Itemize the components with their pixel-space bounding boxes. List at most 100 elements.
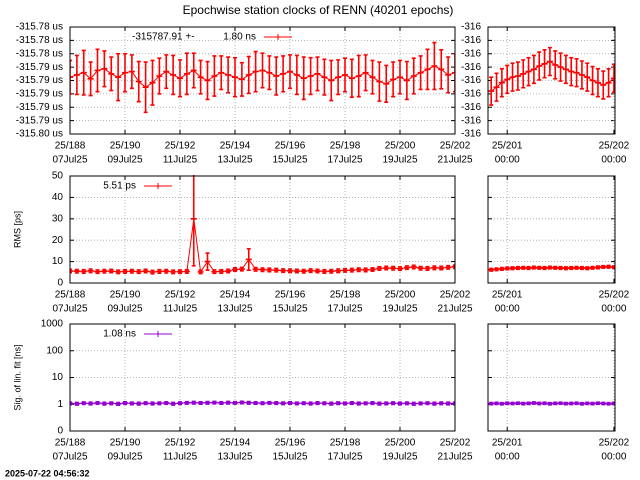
- plot-frame: [69, 26, 456, 135]
- error-bar: [80, 268, 87, 274]
- x-tick-sublabel: 15Jul25: [272, 155, 307, 166]
- error-bar: [273, 56, 280, 96]
- error-bar: [530, 265, 537, 270]
- error-bar: [115, 269, 122, 275]
- y-tick-label: -315.79 us: [16, 102, 63, 113]
- error-bar: [163, 268, 170, 274]
- y-tick-label: 30: [52, 213, 64, 224]
- error-bar: [328, 59, 335, 102]
- error-bar: [183, 400, 190, 405]
- error-bar: [238, 266, 245, 272]
- y-tick-label: -315.78 us: [16, 22, 63, 33]
- y-tick-label: 40: [52, 192, 64, 203]
- error-bar: [163, 400, 170, 406]
- error-bar: [355, 54, 362, 98]
- annotation: -315787.91 +-: [132, 32, 195, 43]
- error-bar: [307, 401, 314, 406]
- error-bar: [600, 70, 607, 100]
- plot-area: [70, 400, 455, 407]
- y-tick-label: 10: [52, 372, 64, 383]
- x-tick-label: 25/196: [275, 438, 306, 449]
- x-tick-label: 25/201: [492, 290, 523, 301]
- error-bar: [410, 401, 417, 406]
- error-bar: [445, 401, 452, 406]
- error-bar: [280, 401, 287, 406]
- error-bar: [101, 50, 108, 88]
- error-bar: [225, 400, 232, 405]
- error-bar: [493, 267, 500, 272]
- error-bar: [557, 401, 564, 406]
- error-bar: [266, 400, 273, 405]
- error-bar: [525, 56, 532, 87]
- error-bar: [115, 52, 122, 102]
- timestamp: 2025-07-22 04:56:32: [5, 468, 90, 478]
- y-tick-label: -315.78 us: [16, 35, 63, 46]
- error-bar: [170, 54, 177, 96]
- error-bar: [594, 265, 601, 270]
- error-bar: [562, 54, 569, 85]
- x-tick-label: 25/202: [440, 438, 471, 449]
- error-bar: [445, 56, 452, 94]
- error-bar: [509, 266, 516, 271]
- error-bar: [431, 265, 438, 271]
- error-bar: [197, 59, 204, 95]
- error-bar: [108, 56, 115, 92]
- x-tick-label: 25/190: [110, 438, 141, 449]
- error-bar: [376, 61, 383, 102]
- error-bar: [280, 55, 287, 93]
- x-tick-label: 25/202: [599, 290, 630, 301]
- error-bar: [424, 48, 431, 91]
- error-bar: [509, 401, 516, 406]
- error-bar: [383, 64, 390, 104]
- error-bar: [94, 400, 101, 406]
- y-axis-label: RMS [ps]: [12, 211, 22, 248]
- error-bar: [348, 267, 355, 273]
- error-bar: [438, 401, 445, 406]
- error-bar: [530, 54, 537, 85]
- error-bar: [142, 401, 149, 406]
- error-bar: [348, 400, 355, 406]
- error-bar: [390, 265, 397, 271]
- error-bar: [600, 264, 607, 270]
- error-bar: [238, 400, 245, 405]
- x-tick-label: 25/194: [220, 290, 251, 301]
- error-bar: [369, 59, 376, 95]
- error-bar: [197, 269, 204, 275]
- error-bar: [573, 401, 580, 406]
- x-tick-sublabel: 17Jul25: [327, 155, 362, 166]
- error-bar: [135, 269, 142, 275]
- error-bar: [211, 55, 218, 97]
- error-bar: [183, 268, 190, 274]
- error-bar: [87, 268, 94, 274]
- y-tick-label: -316: [461, 102, 481, 113]
- error-bar: [108, 268, 115, 274]
- x-tick-label: 25/202: [440, 141, 471, 152]
- error-bar: [135, 401, 142, 406]
- plot-frame: [487, 26, 616, 135]
- error-bar: [190, 400, 197, 405]
- x-tick-sublabel: 11Jul25: [163, 452, 198, 463]
- x-tick-label: 25/188: [55, 290, 86, 301]
- error-bar: [314, 268, 321, 274]
- error-bar: [300, 268, 307, 274]
- x-tick-sublabel: 13Jul25: [217, 452, 252, 463]
- plot-frame: [487, 323, 616, 432]
- error-bar: [204, 252, 211, 271]
- legend-marker: [155, 331, 161, 337]
- x-tick-sublabel: 00:00: [601, 155, 626, 166]
- x-tick-sublabel: 15Jul25: [272, 452, 307, 463]
- error-bar: [73, 54, 80, 96]
- x-tick-sublabel: 11Jul25: [163, 304, 198, 315]
- error-bar: [573, 265, 580, 270]
- error-bar: [101, 401, 108, 406]
- error-bar: [376, 265, 383, 271]
- legend-marker: [275, 34, 281, 40]
- error-bar: [410, 264, 417, 270]
- error-bar: [108, 401, 115, 406]
- error-bar: [541, 401, 548, 406]
- series-line: [70, 218, 455, 274]
- y-tick-label: 100: [46, 345, 63, 356]
- error-bar: [605, 67, 612, 98]
- error-bar: [293, 268, 300, 274]
- error-bar: [541, 49, 548, 79]
